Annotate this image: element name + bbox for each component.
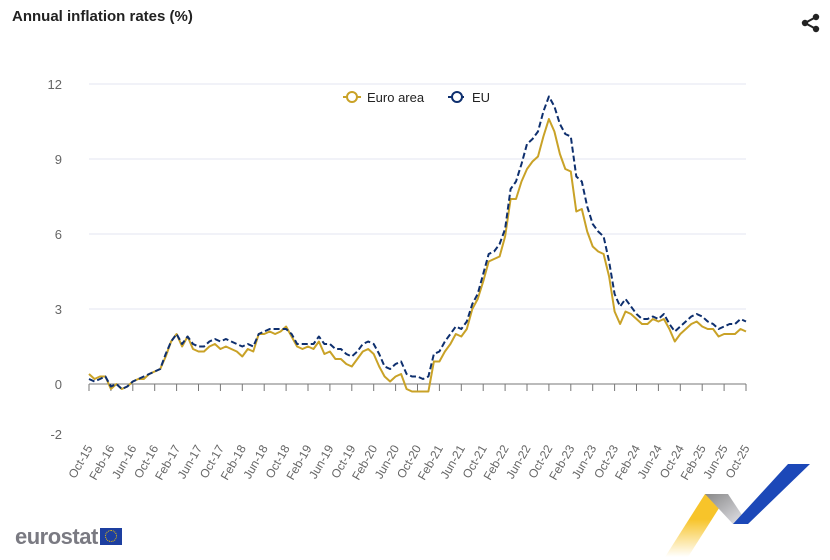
series-line-eu (88, 95, 747, 390)
chart-title: Annual inflation rates (%) (12, 8, 193, 25)
line-chart: 129630-2Oct-15Feb-16Jun-16Oct-16Feb-17Ju… (48, 77, 753, 482)
legend-label: Euro area (367, 90, 425, 105)
y-tick-label: 12 (48, 77, 62, 92)
y-tick-label: 9 (55, 152, 62, 167)
eurostat-ribbon-decoration (665, 464, 810, 557)
y-tick-label: 6 (55, 227, 62, 242)
series-line-euro-area (88, 118, 747, 393)
legend-marker (451, 91, 463, 103)
legend-label: EU (472, 90, 490, 105)
eurostat-logo: eurostat (15, 524, 122, 550)
y-tick-label: -2 (50, 427, 62, 442)
logo-text: eurostat (15, 524, 98, 549)
legend-marker (346, 91, 358, 103)
y-tick-label: 3 (55, 302, 62, 317)
y-tick-label: 0 (55, 377, 62, 392)
eu-flag-icon (99, 528, 122, 545)
share-icon[interactable] (800, 12, 822, 34)
